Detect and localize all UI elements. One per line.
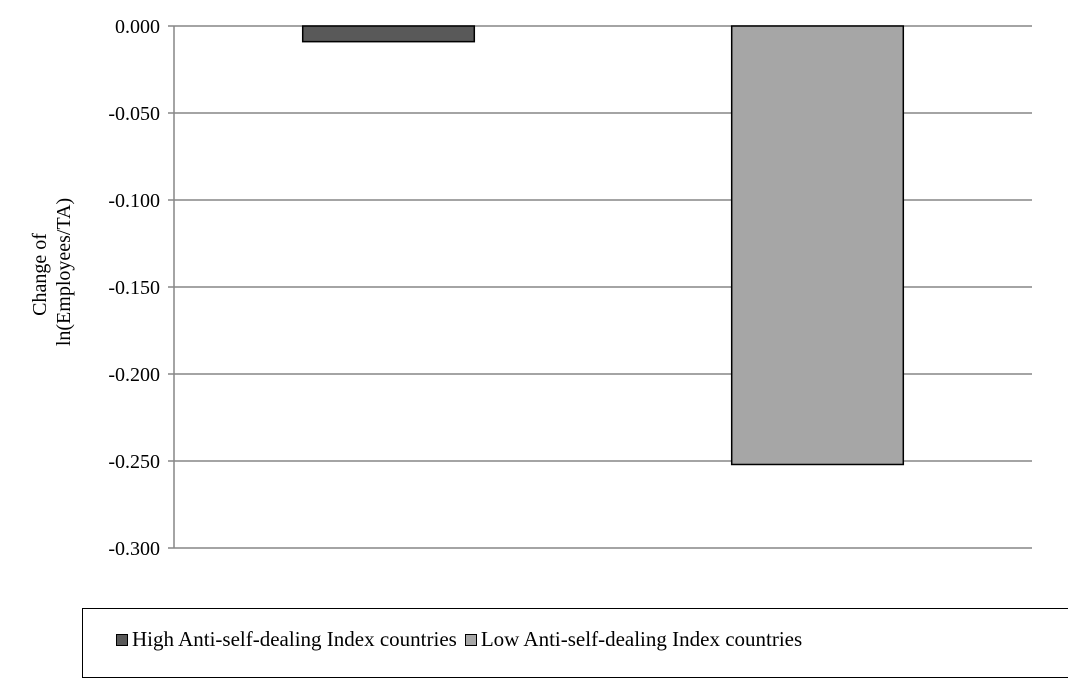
- y-tick-labels: 0.000 -0.050 -0.100 -0.150 -0.200 -0.250 -0.30…: [108, 16, 174, 560]
- y-axis-title: Change of ln(Employees/TA): [29, 198, 75, 346]
- legend-label-low: Low Anti-self-dealing Index countries: [480, 627, 803, 651]
- legend-items: High Anti-self-dealing Index countries L…: [116, 627, 810, 652]
- y-tick-label: 0.000: [115, 16, 160, 38]
- y-tick-label: -0.200: [108, 364, 160, 386]
- bar-low: [730, 25, 905, 466]
- legend-item-high: High Anti-self-dealing Index countries: [116, 627, 457, 652]
- legend-swatch-high: [116, 633, 128, 646]
- legend-label-high: High Anti-self-dealing Index countries: [132, 627, 457, 651]
- bars: [301, 25, 905, 466]
- legend: High Anti-self-dealing Index countries L…: [82, 608, 1068, 678]
- gridlines: [174, 25, 1032, 549]
- y-tick-label: -0.250: [108, 451, 160, 473]
- y-tick-label: -0.300: [108, 538, 160, 560]
- y-axis-title-line-2: ln(Employees/TA): [53, 198, 75, 346]
- y-tick-label: -0.100: [108, 190, 160, 212]
- legend-swatch-low: [464, 633, 477, 646]
- y-tick-label: -0.150: [108, 277, 160, 299]
- y-tick-label: -0.050: [108, 103, 160, 125]
- bar-high: [301, 25, 476, 43]
- legend-item-low: Low Anti-self-dealing Index countries: [464, 627, 803, 652]
- y-axis-title-line-1: Change of: [29, 233, 51, 316]
